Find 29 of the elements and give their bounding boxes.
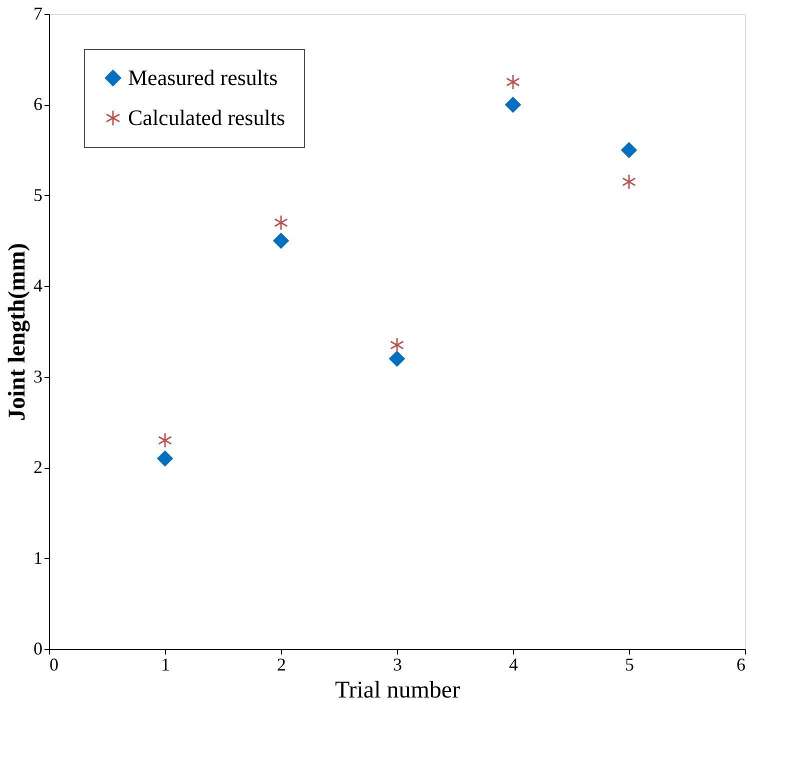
point bbox=[273, 232, 289, 249]
legend-label: Measured results bbox=[128, 65, 278, 90]
y-tick-label: 5 bbox=[34, 184, 42, 205]
point bbox=[505, 96, 521, 113]
y-tick-label: 2 bbox=[34, 457, 42, 478]
x-tick-label: 1 bbox=[161, 654, 170, 674]
point bbox=[274, 214, 288, 230]
point bbox=[390, 337, 404, 353]
x-tick-label: 2 bbox=[277, 654, 286, 674]
point bbox=[157, 450, 173, 466]
y-tick-label: 3 bbox=[34, 366, 42, 386]
y-tick-label: 4 bbox=[34, 276, 42, 296]
x-tick-label: 4 bbox=[509, 654, 518, 674]
point bbox=[158, 432, 172, 448]
point bbox=[622, 174, 636, 190]
legend-label: Calculated results bbox=[128, 105, 286, 130]
y-axis-title: Joint length(mm) bbox=[4, 243, 30, 421]
point bbox=[389, 350, 405, 367]
y-tick-label: 7 bbox=[34, 4, 42, 24]
y-tick-label: 6 bbox=[34, 94, 42, 114]
point bbox=[621, 142, 637, 158]
x-tick-label: 6 bbox=[736, 654, 746, 674]
x-tick-label: 0 bbox=[50, 654, 58, 674]
y-tick-label: 1 bbox=[34, 548, 42, 568]
y-tick-label: 0 bbox=[34, 638, 42, 658]
x-tick-label: 5 bbox=[625, 654, 634, 674]
x-tick-label: 3 bbox=[393, 654, 402, 674]
point bbox=[506, 74, 520, 90]
x-axis-title: Trial number bbox=[334, 678, 460, 704]
